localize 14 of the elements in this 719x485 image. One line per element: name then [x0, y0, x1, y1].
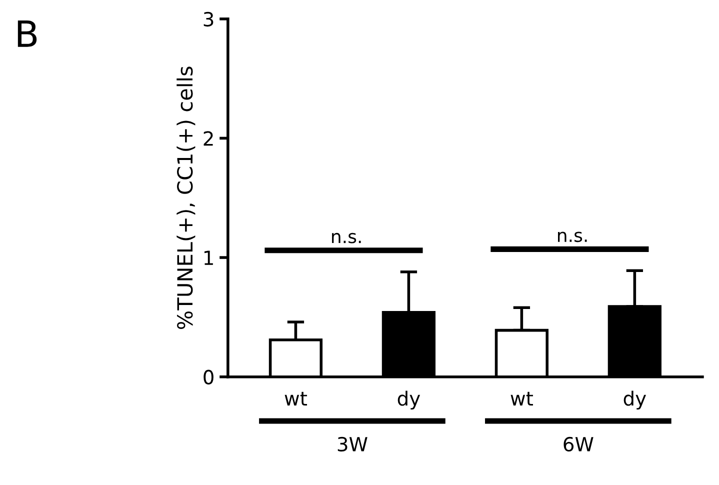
- x-tick-label: dy: [398, 390, 420, 410]
- y-tick-label: 0: [204, 370, 214, 385]
- annotation: n.s.: [558, 232, 587, 242]
- text: B: [18, 20, 37, 47]
- x-tick-label: dy: [624, 390, 646, 410]
- y-tick-label: 1: [204, 250, 213, 265]
- x-tick-label: wt: [284, 392, 308, 406]
- x-tick-label: wt: [510, 392, 533, 406]
- y-axis-title: %TUNEL(+), CC1(+) cells: [176, 66, 196, 329]
- y-tick-label: 3: [204, 12, 214, 27]
- text: 3W: [338, 436, 368, 452]
- annotation: n.s.: [332, 232, 361, 244]
- y-tick-label: 2: [204, 131, 213, 146]
- text: 6W: [564, 436, 594, 452]
